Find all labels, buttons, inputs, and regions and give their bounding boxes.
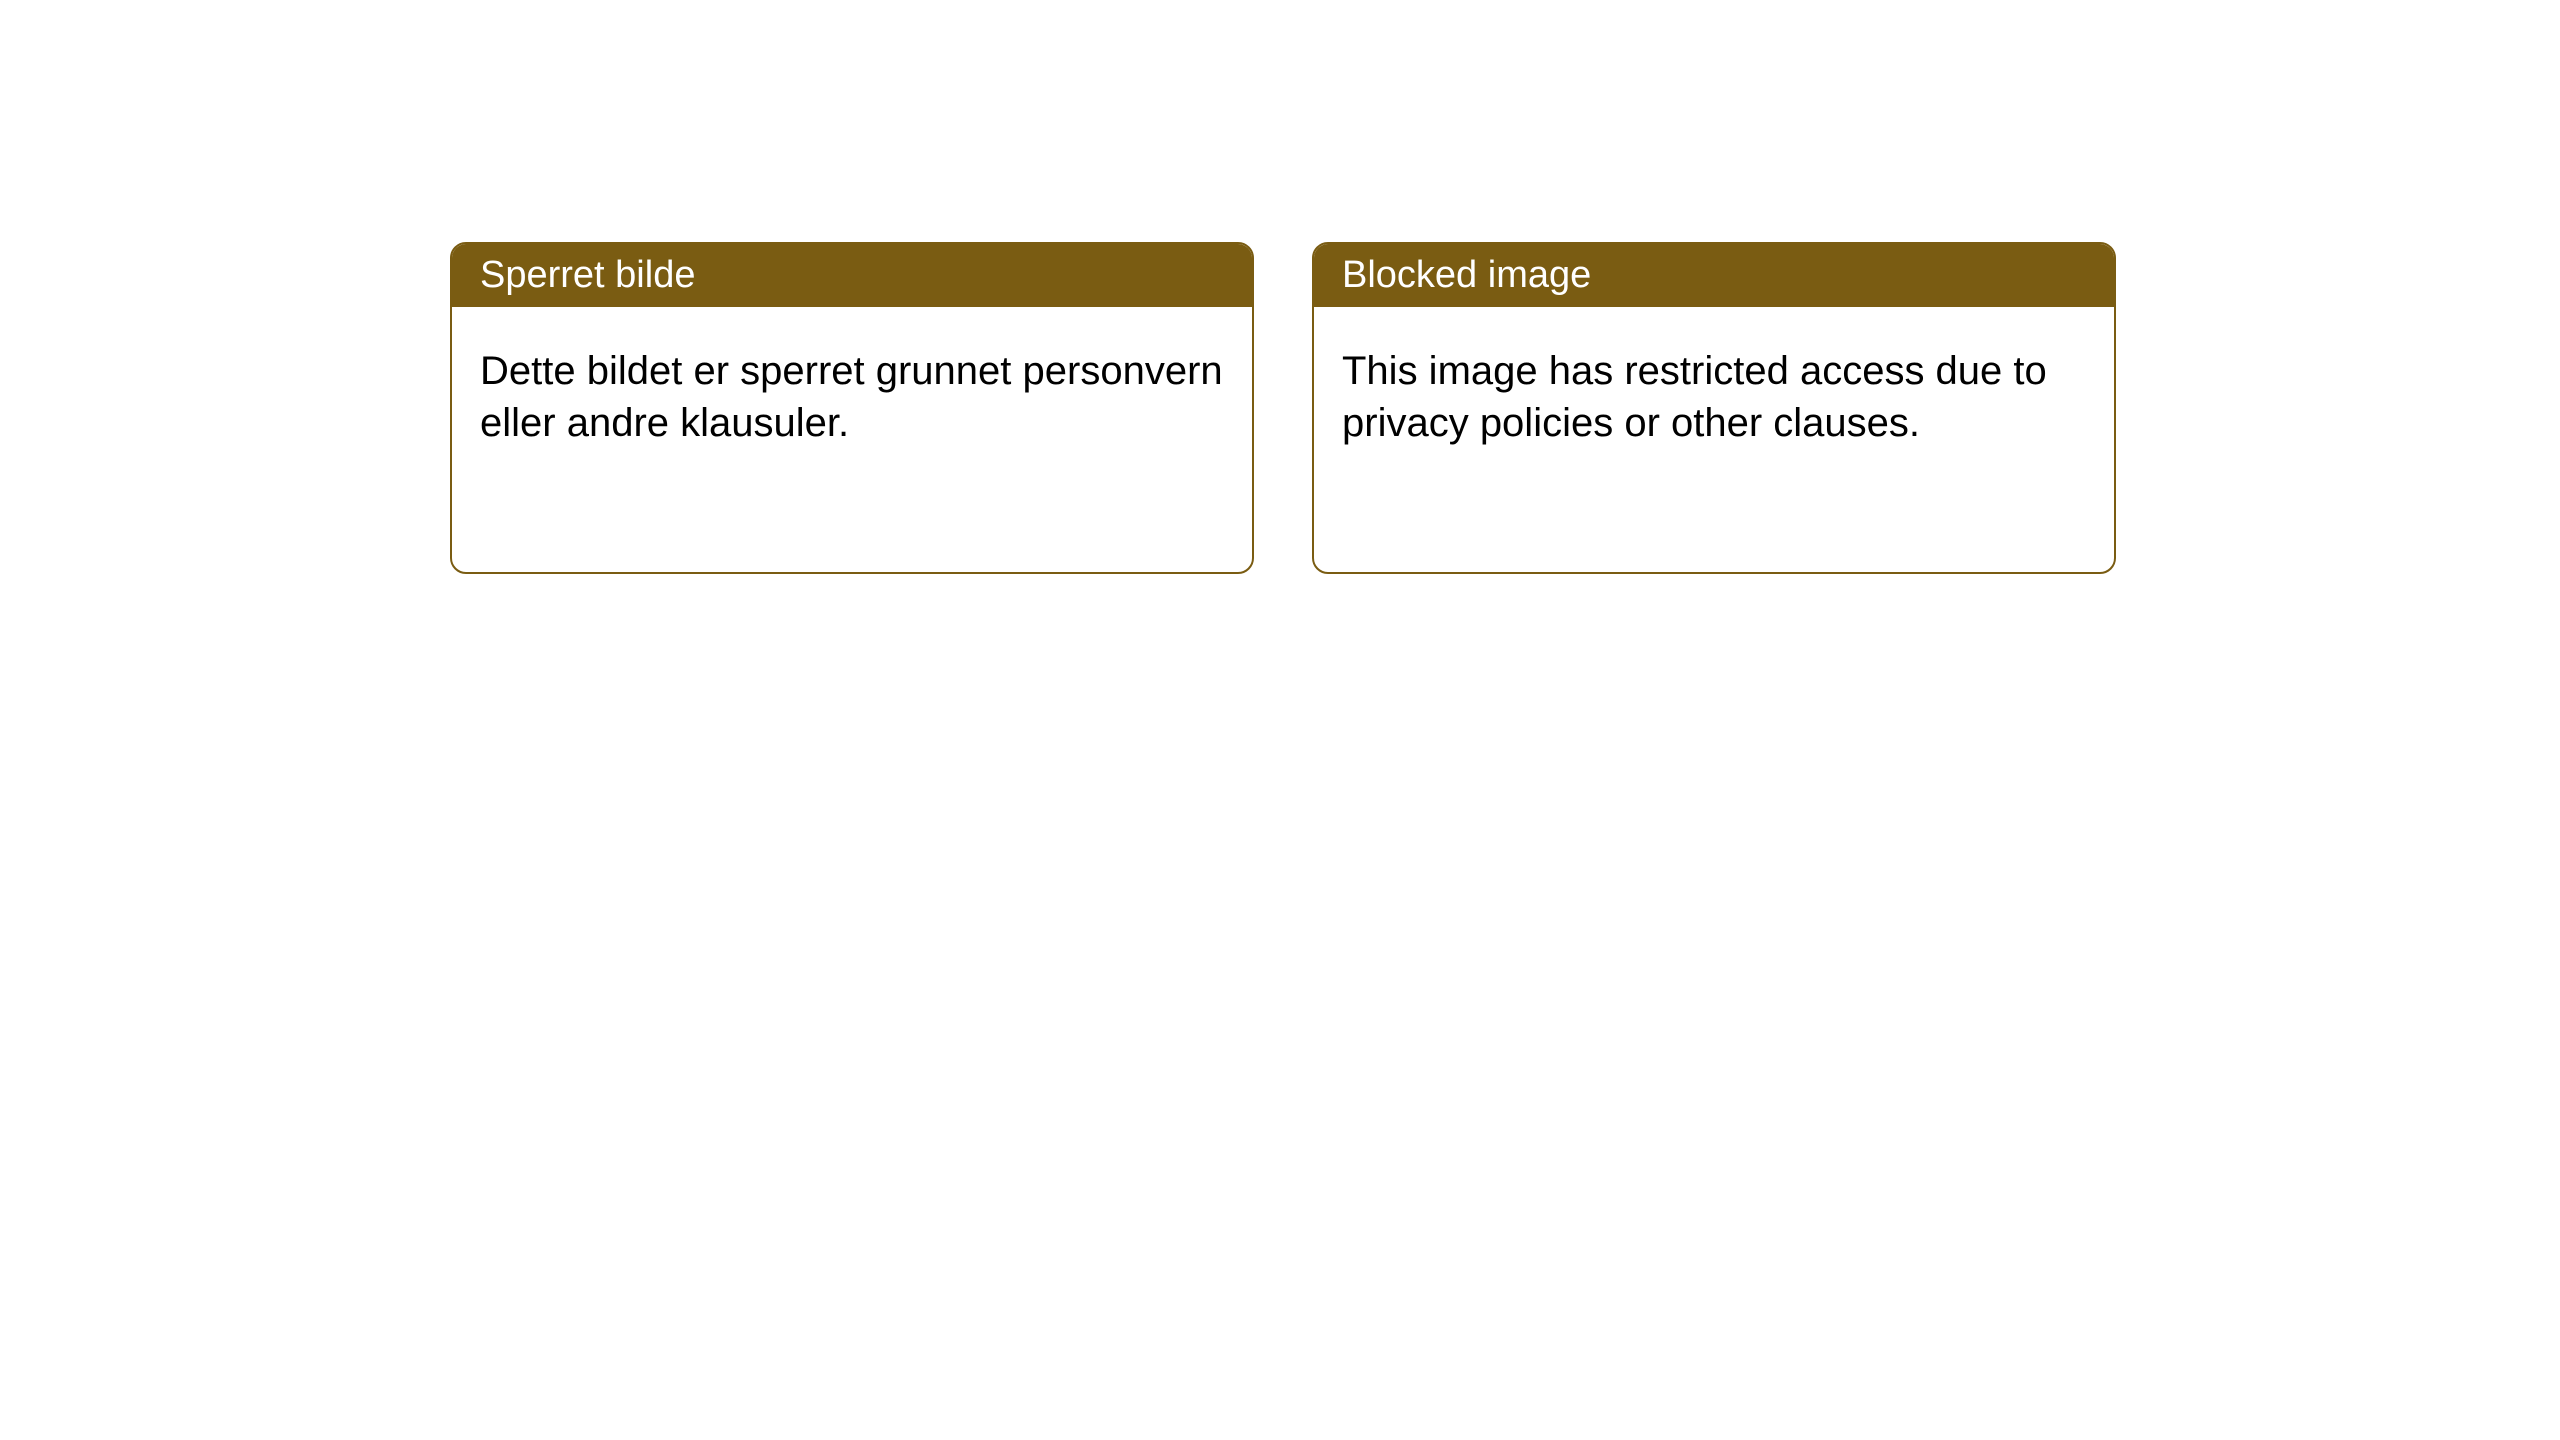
notice-container: Sperret bilde Dette bildet er sperret gr… [450,242,2116,574]
notice-body: Dette bildet er sperret grunnet personve… [452,307,1252,487]
notice-title: Sperret bilde [480,254,695,296]
notice-body: This image has restricted access due to … [1314,307,2114,487]
notice-header: Blocked image [1314,244,2114,307]
notice-box-english: Blocked image This image has restricted … [1312,242,2116,574]
notice-body-text: This image has restricted access due to … [1342,349,2047,445]
notice-header: Sperret bilde [452,244,1252,307]
notice-box-norwegian: Sperret bilde Dette bildet er sperret gr… [450,242,1254,574]
notice-body-text: Dette bildet er sperret grunnet personve… [480,349,1223,445]
notice-title: Blocked image [1342,254,1591,296]
